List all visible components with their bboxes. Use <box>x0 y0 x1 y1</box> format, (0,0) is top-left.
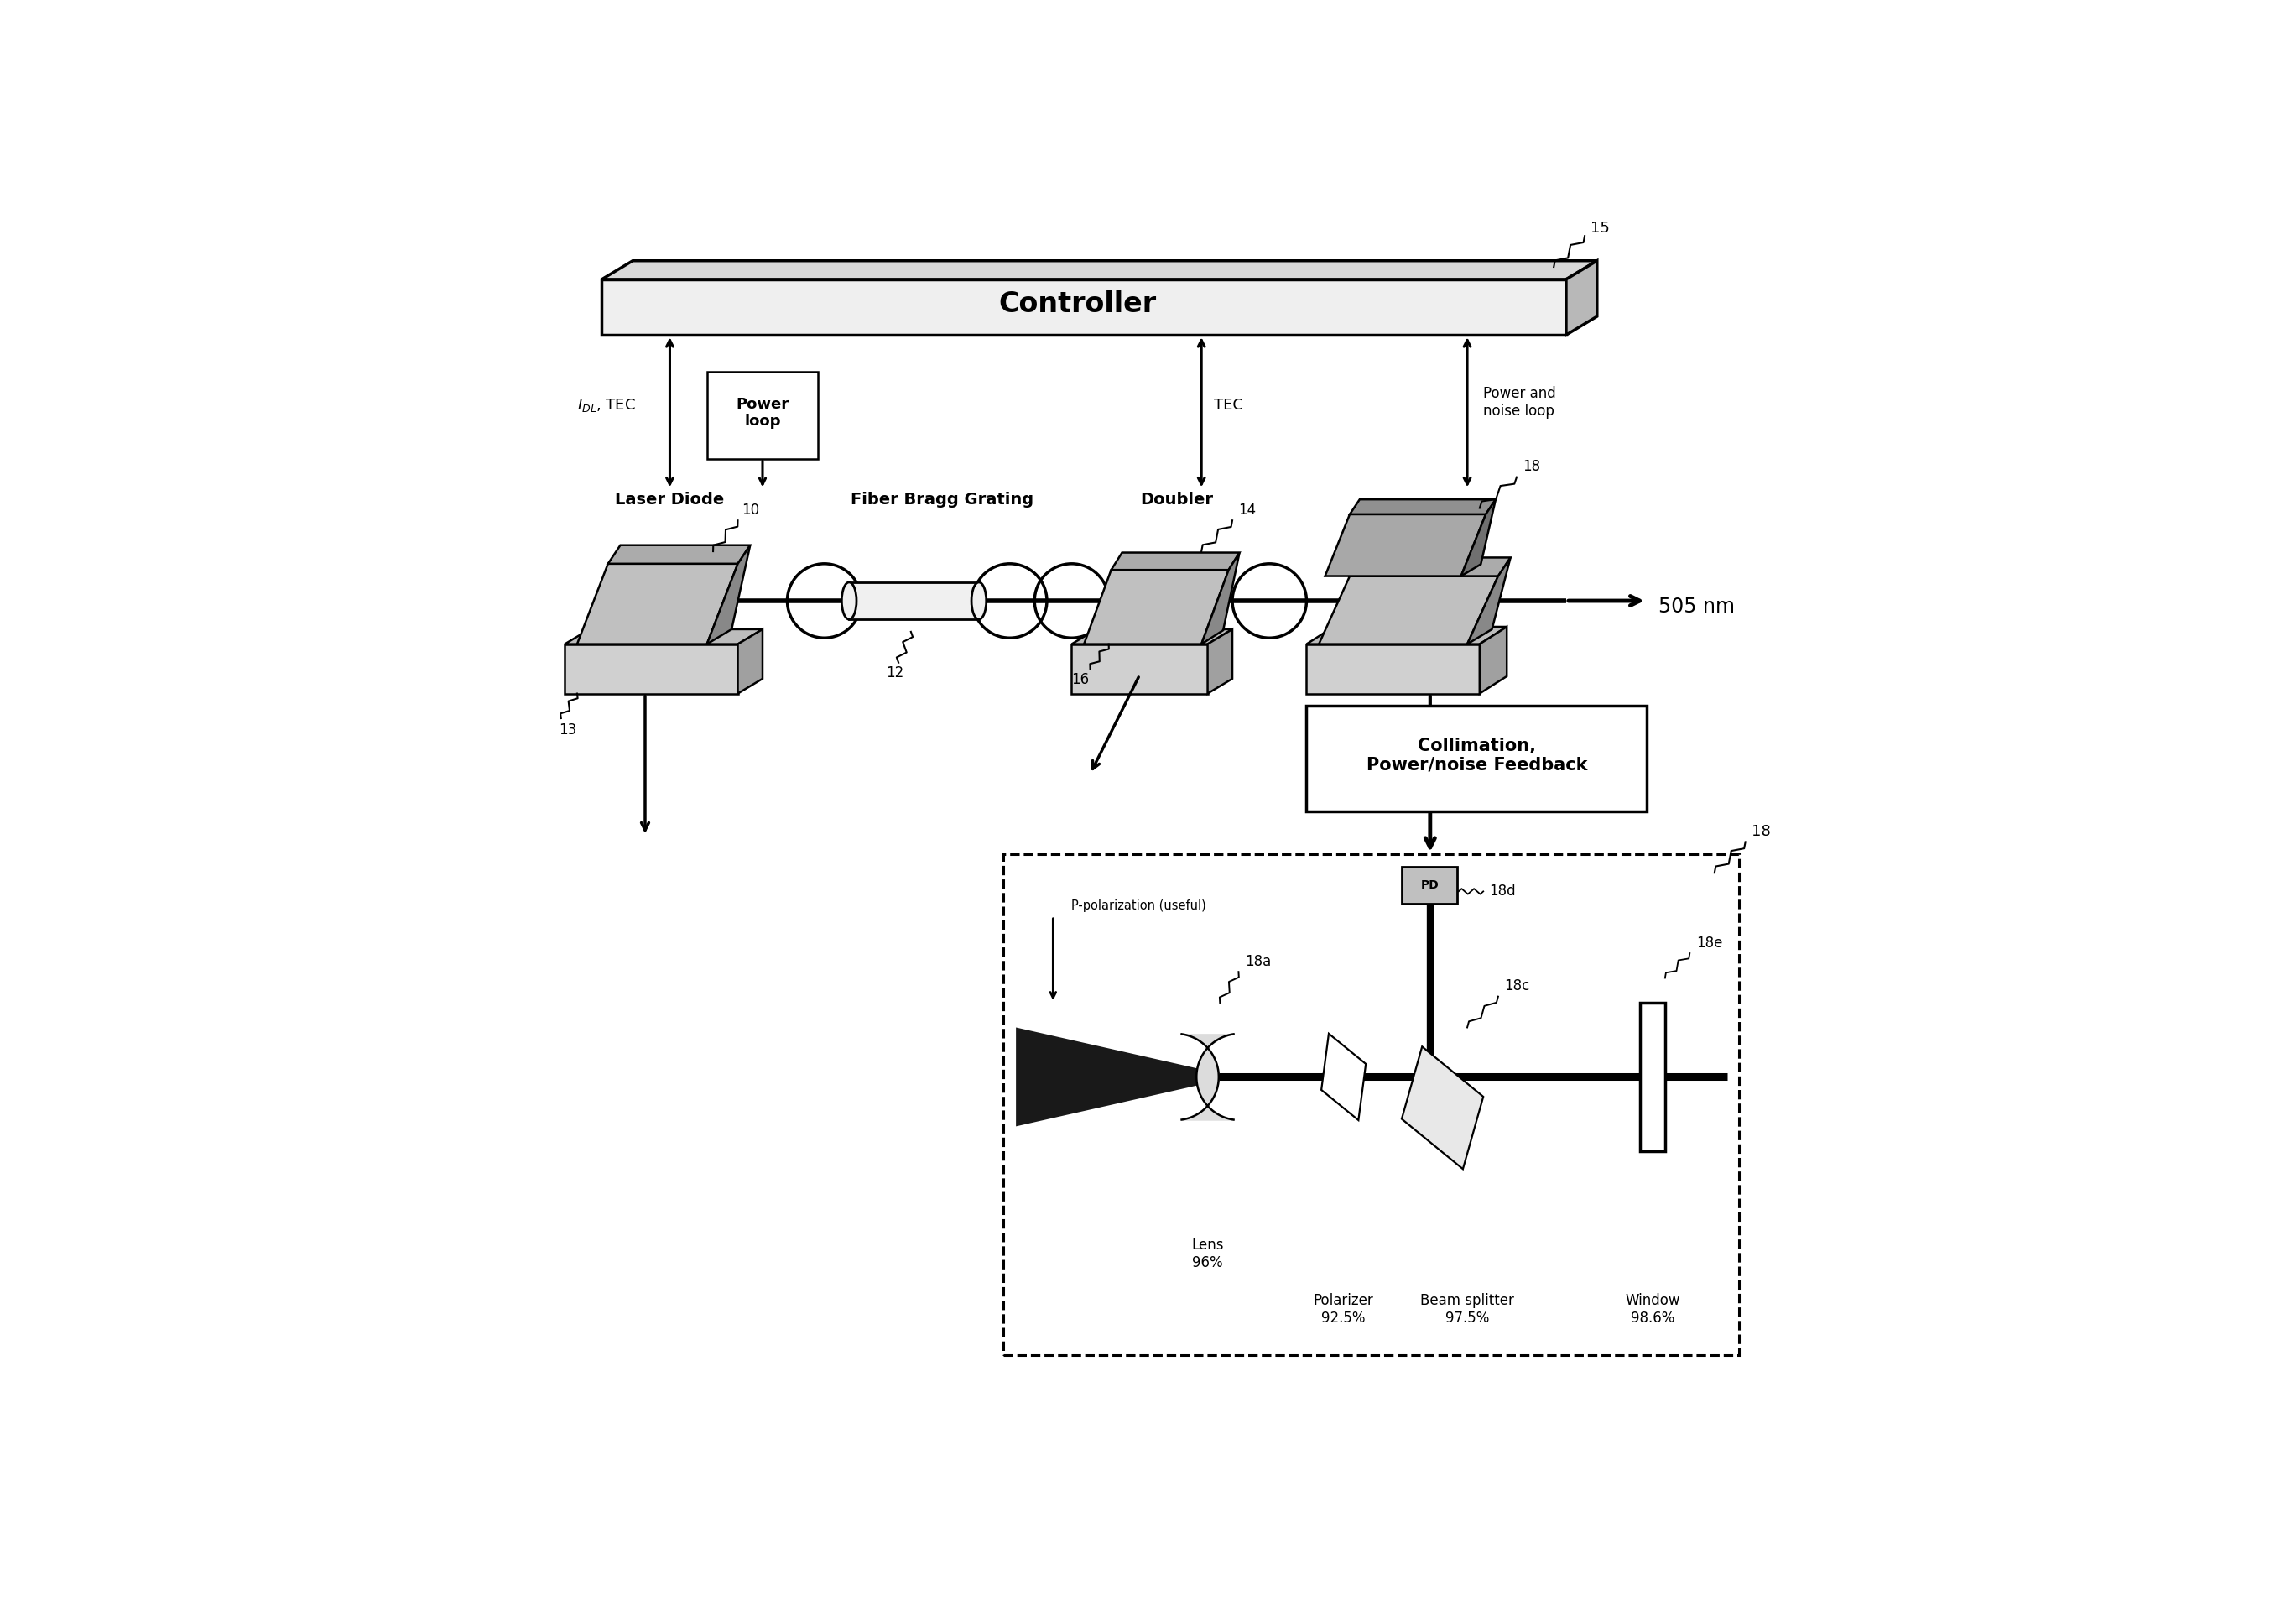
Text: Beam splitter
97.5%: Beam splitter 97.5% <box>1421 1293 1513 1327</box>
Polygon shape <box>1479 626 1506 694</box>
Text: 10: 10 <box>742 503 760 517</box>
Ellipse shape <box>971 583 987 620</box>
Text: 18c: 18c <box>1504 978 1529 994</box>
Polygon shape <box>1322 1034 1366 1121</box>
Polygon shape <box>1350 557 1511 577</box>
Polygon shape <box>707 544 751 644</box>
Polygon shape <box>1350 499 1495 514</box>
Text: 15: 15 <box>1591 220 1609 236</box>
Text: 12: 12 <box>886 666 905 681</box>
Text: 18a: 18a <box>1244 954 1272 968</box>
Text: Fiber Bragg Grating: Fiber Bragg Grating <box>850 491 1033 507</box>
Polygon shape <box>565 630 762 644</box>
Text: 16: 16 <box>1072 671 1088 687</box>
Polygon shape <box>1403 1047 1483 1169</box>
Polygon shape <box>1201 552 1240 644</box>
Bar <box>707 373 817 459</box>
Bar <box>1639 1002 1665 1152</box>
Polygon shape <box>565 644 737 694</box>
Text: Laser Diode: Laser Diode <box>615 491 726 507</box>
Bar <box>850 583 978 620</box>
Text: Doubler: Doubler <box>1141 491 1212 507</box>
Polygon shape <box>737 630 762 694</box>
Polygon shape <box>602 279 1566 336</box>
Text: Power
loop: Power loop <box>737 397 790 429</box>
Bar <box>1403 867 1458 904</box>
Polygon shape <box>1306 626 1506 644</box>
Polygon shape <box>1460 499 1495 577</box>
Ellipse shape <box>843 583 856 620</box>
Polygon shape <box>602 260 1598 279</box>
Polygon shape <box>1111 552 1240 570</box>
Text: 18e: 18e <box>1697 935 1722 951</box>
Polygon shape <box>1084 570 1228 644</box>
Text: P-polarization (useful): P-polarization (useful) <box>1072 899 1205 912</box>
Text: Controller: Controller <box>999 291 1157 318</box>
Polygon shape <box>1015 1028 1208 1126</box>
Polygon shape <box>1467 557 1511 644</box>
Text: 13: 13 <box>558 723 576 737</box>
Polygon shape <box>576 564 737 644</box>
Text: 18: 18 <box>1752 824 1770 838</box>
Polygon shape <box>608 544 751 564</box>
Text: $I_{DL}$, TEC: $I_{DL}$, TEC <box>576 397 636 413</box>
Text: Polarizer
92.5%: Polarizer 92.5% <box>1313 1293 1373 1327</box>
Polygon shape <box>1072 630 1233 644</box>
Text: 18d: 18d <box>1490 883 1515 898</box>
Text: Lens
96%: Lens 96% <box>1192 1238 1224 1270</box>
Polygon shape <box>1318 577 1499 644</box>
Text: TEC: TEC <box>1215 397 1242 413</box>
Bar <box>1003 854 1740 1355</box>
Text: 505 nm: 505 nm <box>1660 597 1736 617</box>
Polygon shape <box>1566 260 1598 336</box>
Polygon shape <box>1072 644 1208 694</box>
Bar <box>1306 707 1646 811</box>
Text: Window
98.6%: Window 98.6% <box>1626 1293 1681 1327</box>
Text: Power and
noise loop: Power and noise loop <box>1483 385 1557 419</box>
Polygon shape <box>1306 644 1479 694</box>
Text: 18: 18 <box>1522 459 1541 474</box>
Polygon shape <box>1208 630 1233 694</box>
Polygon shape <box>1325 514 1486 577</box>
Text: Collimation,
Power/noise Feedback: Collimation, Power/noise Feedback <box>1366 737 1587 774</box>
Text: PD: PD <box>1421 880 1440 891</box>
Text: 14: 14 <box>1238 503 1256 517</box>
